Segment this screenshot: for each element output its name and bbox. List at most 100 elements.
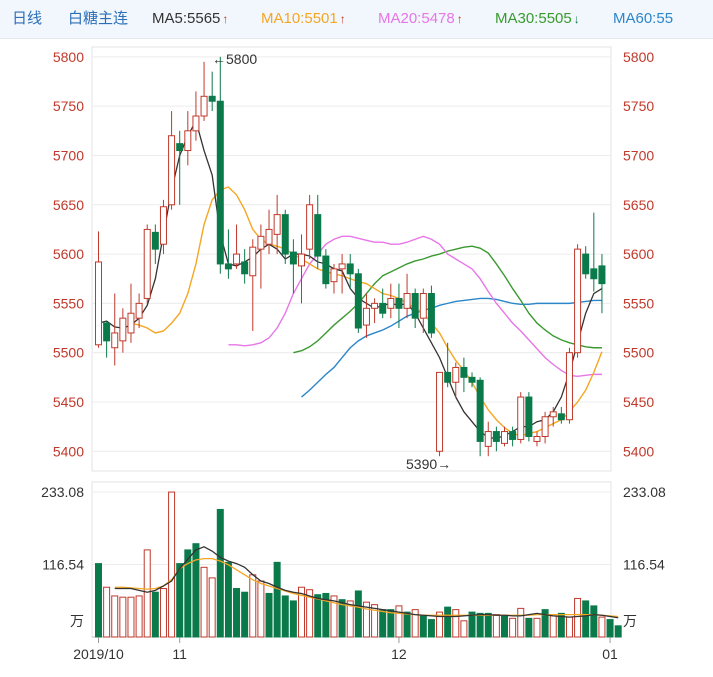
- x-tick-label: 11: [172, 646, 187, 662]
- price-tick-right: 5550: [623, 295, 654, 311]
- volume-bar: [371, 604, 379, 638]
- candle-body: [419, 293, 427, 319]
- price-tick-left: 5500: [53, 345, 84, 361]
- volume-bar: [298, 586, 305, 638]
- volume-bar: [452, 609, 460, 638]
- price-panel-frame: [91, 46, 612, 472]
- volume-bar: [322, 592, 330, 638]
- volume-bar: [427, 619, 435, 638]
- candle-body: [452, 366, 460, 383]
- volume-bar: [257, 580, 265, 638]
- candle-body: [289, 251, 297, 265]
- candle-body: [314, 214, 322, 257]
- volume-bar: [492, 614, 500, 638]
- price-tick-left: 5750: [53, 98, 84, 114]
- volume-bar: [111, 595, 119, 638]
- candle-body: [233, 253, 241, 265]
- candle-body: [492, 431, 500, 442]
- volume-bar: [419, 615, 427, 638]
- candle-body: [95, 261, 102, 346]
- volume-bar: [533, 617, 541, 638]
- volume-bar: [241, 591, 249, 638]
- arrow-up-icon: ↑: [339, 12, 346, 26]
- candle-body: [436, 371, 444, 452]
- high-annotation: ←5800: [212, 51, 257, 67]
- candle-body: [200, 95, 208, 117]
- volume-bar: [135, 595, 143, 638]
- candle-body: [322, 255, 330, 285]
- candle-body: [273, 214, 281, 235]
- volume-bar: [606, 619, 614, 638]
- volume-bar: [151, 591, 159, 638]
- candle-body: [517, 396, 525, 440]
- volume-bar: [582, 600, 590, 638]
- volume-bar: [598, 616, 606, 638]
- ma10-volume-line: [114, 557, 619, 618]
- ma30-legend: MA30:5505 ↓: [495, 10, 580, 28]
- volume-bar: [541, 609, 549, 638]
- volume-bar: [468, 611, 476, 638]
- period-label[interactable]: 日线: [12, 10, 43, 27]
- volume-bar: [159, 587, 167, 638]
- candle-body: [501, 431, 508, 444]
- price-tick-left: 5600: [53, 246, 84, 262]
- price-tick-right: 5450: [623, 394, 654, 410]
- volume-bar: [176, 563, 184, 638]
- volume-bar: [557, 612, 565, 638]
- volume-bar: [265, 592, 273, 638]
- instrument-name[interactable]: 白糖主连: [68, 10, 129, 27]
- candle-body: [598, 265, 606, 285]
- candle-body: [281, 214, 289, 255]
- x-tick-label: 01: [602, 646, 618, 662]
- ma5-legend: MA5:5565 ↑: [152, 10, 228, 28]
- ma20-price-line: [228, 235, 602, 378]
- volume-bar: [216, 508, 224, 638]
- volume-bar: [509, 617, 517, 638]
- candle-body: [509, 431, 517, 440]
- ma60-price-line: [301, 297, 602, 398]
- volume-bar: [403, 611, 411, 638]
- volume-tick-left: 233.08: [41, 484, 84, 500]
- candle-body: [468, 376, 476, 383]
- volume-bar: [460, 620, 468, 638]
- candle-body: [330, 268, 338, 283]
- price-tick-left: 5650: [53, 197, 84, 213]
- volume-bar: [346, 600, 354, 638]
- candle-body: [427, 293, 435, 334]
- candle-body: [533, 435, 541, 442]
- candle-body: [143, 228, 151, 299]
- volume-bar: [119, 596, 127, 638]
- ma30-price-line: [293, 245, 602, 354]
- volume-bar: [224, 561, 232, 638]
- volume-bar: [289, 600, 297, 638]
- candle-body: [135, 302, 143, 319]
- candle-body: [354, 273, 362, 329]
- volume-unit-left: 万: [70, 613, 84, 629]
- candle-body: [192, 115, 200, 132]
- candle-body: [241, 261, 249, 275]
- volume-bar: [436, 611, 444, 638]
- volume-bar: [103, 586, 111, 638]
- candle-body: [444, 371, 452, 383]
- candle-body: [216, 100, 224, 265]
- candle-body: [224, 263, 232, 270]
- price-tick-right: 5500: [623, 345, 654, 361]
- volume-bar: [306, 589, 314, 638]
- candle-body: [476, 379, 484, 442]
- candle-body: [159, 206, 167, 245]
- volume-bar: [565, 616, 573, 638]
- volume-bar: [184, 549, 192, 638]
- volume-bar: [411, 609, 419, 638]
- volume-bar: [249, 574, 257, 638]
- candle-body: [557, 413, 565, 421]
- candle-body: [362, 307, 370, 326]
- price-tick-right: 5650: [623, 197, 654, 213]
- ma60-legend: MA60:55: [613, 10, 673, 28]
- candle-body: [176, 143, 184, 152]
- price-tick-right: 5600: [623, 246, 654, 262]
- volume-tick-right: 116.54: [623, 557, 665, 573]
- price-tick-left: 5700: [53, 147, 84, 163]
- candle-body: [411, 293, 419, 319]
- candle-body: [265, 228, 273, 245]
